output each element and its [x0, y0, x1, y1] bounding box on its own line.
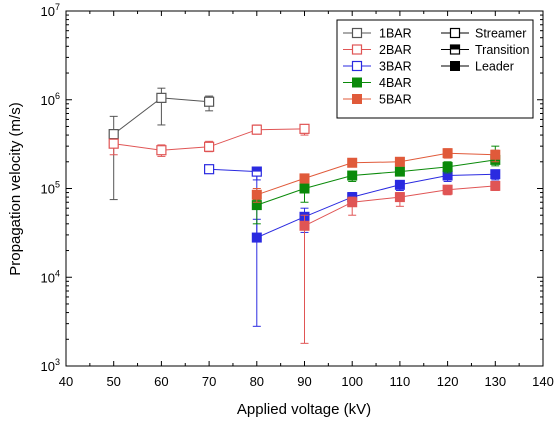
- y-tick-label: 105: [41, 180, 60, 197]
- x-tick-label: 90: [297, 374, 311, 389]
- data-point: [442, 184, 453, 195]
- x-tick-label: 60: [154, 374, 168, 389]
- legend-label: Transition: [475, 43, 529, 57]
- legend: 1BAR 2BAR 3BAR 4BAR 5BAR Streamer Transition Le…: [336, 19, 534, 119]
- series-4bar: [251, 145, 501, 225]
- y-axis: 103 104 105 106 107: [41, 2, 543, 374]
- y-tick-label: 104: [41, 268, 60, 285]
- data-point: [347, 157, 358, 168]
- x-axis-title: Applied voltage (kV): [237, 401, 371, 418]
- data-point: [299, 123, 310, 134]
- data-point: [251, 232, 262, 243]
- x-tick-label: 140: [532, 374, 554, 389]
- data-point: [156, 145, 167, 156]
- data-point: [442, 161, 453, 172]
- series-2bar: [108, 123, 310, 157]
- legend-marker: [351, 44, 363, 55]
- x-tick-label: 50: [106, 374, 120, 389]
- legend-marker: [449, 27, 461, 39]
- data-point: [299, 220, 310, 231]
- legend-label: 3BAR: [379, 60, 412, 74]
- data-point: [347, 170, 358, 181]
- legend-marker: [352, 77, 362, 88]
- data-point: [108, 138, 119, 149]
- data-point: [442, 148, 453, 159]
- series-line: [256, 152, 496, 196]
- data-point: [394, 179, 405, 190]
- data-point: [490, 169, 501, 180]
- data-point: [251, 189, 262, 200]
- x-axis: 40 50 60 70 80 90 100 110 120 130 140: [59, 11, 554, 389]
- data-point: [204, 96, 215, 107]
- series-line: [209, 168, 496, 239]
- y-tick-label: 106: [41, 91, 60, 108]
- data-point: [299, 183, 310, 194]
- data-point: [299, 173, 310, 184]
- x-tick-label: 70: [202, 374, 216, 389]
- series-line: [256, 159, 496, 206]
- data-point: [204, 141, 215, 152]
- legend-label: 2BAR: [379, 43, 412, 57]
- x-tick-label: 80: [250, 374, 264, 389]
- data-point: [394, 166, 405, 177]
- legend-marker: [352, 94, 362, 104]
- series-1bar: [108, 87, 215, 201]
- x-tick-label: 120: [437, 374, 459, 389]
- legend-label: 1BAR: [379, 27, 412, 41]
- data-point-fill: [252, 167, 262, 172]
- x-tick-label: 40: [59, 374, 73, 389]
- data-point: [394, 156, 405, 167]
- x-tick-label: 130: [484, 374, 506, 389]
- legend-label: 5BAR: [379, 93, 412, 107]
- legend-marker: [351, 60, 363, 72]
- y-tick-label: 107: [41, 2, 60, 19]
- data-point: [347, 197, 358, 208]
- series-layer: [108, 87, 501, 344]
- legend-marker-fill: [450, 45, 460, 50]
- y-tick-label: 103: [41, 357, 60, 374]
- legend-label: Streamer: [475, 27, 526, 41]
- data-point: [490, 149, 501, 160]
- legend-marker: [351, 27, 363, 39]
- x-tick-label: 100: [341, 374, 363, 389]
- series-5bar: [251, 148, 501, 203]
- y-axis-title: Propagation velocity (m/s): [7, 102, 24, 275]
- data-point: [108, 129, 119, 140]
- data-point: [394, 192, 405, 203]
- x-tick-label: 110: [390, 374, 411, 389]
- legend-box: [336, 19, 534, 119]
- data-point: [490, 180, 501, 191]
- data-point: [204, 164, 215, 175]
- series-5bar-low: [299, 180, 501, 344]
- data-point: [156, 92, 167, 103]
- legend-marker: [450, 61, 460, 71]
- legend-label: Leader: [475, 60, 514, 74]
- legend-label: 4BAR: [379, 76, 412, 90]
- data-point: [251, 124, 262, 135]
